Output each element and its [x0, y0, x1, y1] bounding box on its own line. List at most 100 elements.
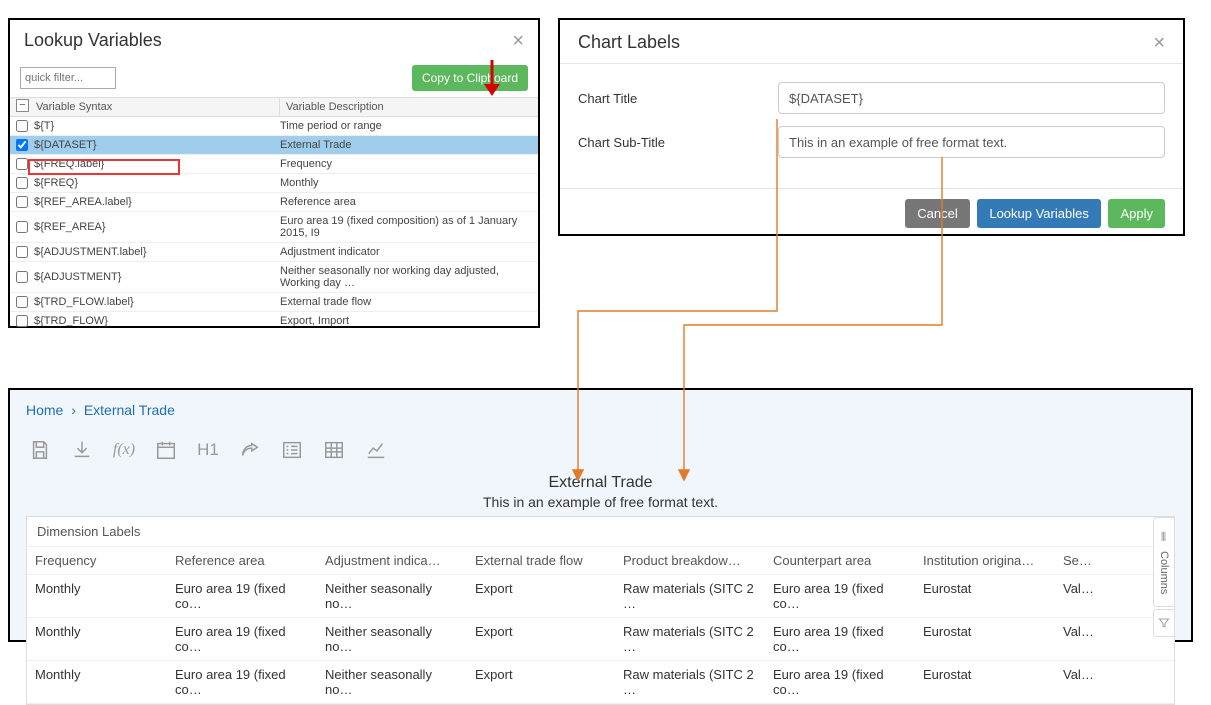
table-row[interactable]: Monthly Euro area 19 (fixed co… Neither se… — [27, 618, 1174, 661]
table-cell: Eurostat — [915, 575, 1055, 617]
variable-syntax: ${FREQ.label} — [34, 155, 280, 173]
rendered-chart-title: External Trade — [10, 474, 1191, 492]
lookup-variables-button[interactable]: Lookup Variables — [977, 199, 1101, 228]
close-icon[interactable]: × — [512, 31, 524, 51]
column-header[interactable]: Se… — [1055, 547, 1105, 574]
toolbar: f(x) H1 — [10, 422, 1191, 472]
table-row[interactable]: Monthly Euro area 19 (fixed co… Neither se… — [27, 575, 1174, 618]
variable-checkbox[interactable] — [16, 120, 28, 132]
variable-checkbox[interactable] — [16, 315, 28, 327]
chart-subtitle-input[interactable] — [778, 126, 1165, 158]
variable-syntax: ${T} — [34, 117, 280, 135]
variable-checkbox[interactable] — [16, 246, 28, 258]
variable-row[interactable]: ${FREQ}Monthly — [10, 174, 538, 193]
close-icon[interactable]: × — [1153, 33, 1165, 53]
table-cell: Monthly — [27, 661, 167, 703]
table-cell: Val… — [1055, 661, 1105, 703]
variable-row[interactable]: ${REF_AREA}Euro area 19 (fixed compositi… — [10, 212, 538, 243]
table-cell: Neither seasonally no… — [317, 661, 467, 703]
variable-row[interactable]: ${REF_AREA.label}Reference area — [10, 193, 538, 212]
variable-description: Monthly — [280, 174, 538, 192]
variable-checkbox[interactable] — [16, 271, 28, 283]
variable-checkbox[interactable] — [16, 139, 28, 151]
table-cell: Euro area 19 (fixed co… — [765, 661, 915, 703]
variable-syntax: ${ADJUSTMENT.label} — [34, 243, 280, 261]
variable-syntax: ${REF_AREA.label} — [34, 193, 280, 211]
variable-description: Frequency — [280, 155, 538, 173]
list-icon[interactable] — [278, 436, 306, 464]
column-header[interactable]: External trade flow — [467, 547, 615, 574]
copy-to-clipboard-button[interactable]: Copy to Clipboard — [412, 65, 528, 91]
column-header[interactable]: Product breakdow… — [615, 547, 765, 574]
variable-checkbox[interactable] — [16, 177, 28, 189]
table-row[interactable]: MonthlyEuro area 19 (fixed co…Neither se… — [27, 661, 1174, 704]
column-header[interactable]: Institution origina… — [915, 547, 1055, 574]
chart-icon[interactable] — [362, 436, 390, 464]
variable-syntax: ${FREQ} — [34, 174, 280, 192]
grid-icon[interactable] — [320, 436, 348, 464]
variable-syntax: ${TRD_FLOW.label} — [34, 293, 280, 311]
table-cell: Val… — [1055, 575, 1105, 617]
breadcrumb-home[interactable]: Home — [26, 402, 63, 418]
table-cell: Export — [467, 618, 615, 660]
variable-row[interactable]: ${ADJUSTMENT}Neither seasonally nor work… — [10, 262, 538, 293]
variable-row[interactable]: ${ADJUSTMENT.label}Adjustment indicator — [10, 243, 538, 262]
table-cell: Monthly — [27, 618, 167, 660]
table-cell: Neither seasonally no… — [317, 575, 467, 617]
variable-syntax: ${ADJUSTMENT} — [34, 268, 280, 286]
collapse-icon[interactable]: − — [16, 99, 29, 112]
variable-checkbox[interactable] — [16, 221, 28, 233]
cancel-button[interactable]: Cancel — [905, 199, 969, 228]
lookup-title: Lookup Variables — [24, 30, 162, 51]
fx-icon[interactable]: f(x) — [110, 436, 138, 464]
table-cell: Euro area 19 (fixed co… — [765, 618, 915, 660]
drag-handle-icon: ⦀ — [1161, 530, 1167, 545]
calendar-icon[interactable] — [152, 436, 180, 464]
quick-filter-input[interactable] — [20, 67, 116, 89]
table-cell: Neither seasonally no… — [317, 618, 467, 660]
variable-row[interactable]: ${TRD_FLOW.label}External trade flow — [10, 293, 538, 312]
column-header[interactable]: Reference area — [167, 547, 317, 574]
variable-row[interactable]: ${T}Time period or range — [10, 117, 538, 136]
variables-table-header: − Variable Syntax Variable Description — [10, 97, 538, 117]
columns-label: Columns — [1158, 551, 1170, 594]
chart-title-input[interactable] — [778, 82, 1165, 114]
apply-button[interactable]: Apply — [1108, 199, 1165, 228]
table-cell: Eurostat — [915, 618, 1055, 660]
variable-description: External Trade — [280, 136, 538, 154]
variable-description: Adjustment indicator — [280, 243, 538, 261]
column-header[interactable]: Counterpart area — [765, 547, 915, 574]
table-cell: Euro area 19 (fixed co… — [167, 661, 317, 703]
column-header[interactable]: Frequency — [27, 547, 167, 574]
table-cell: Eurostat — [915, 661, 1055, 703]
variable-description: Time period or range — [280, 117, 538, 135]
columns-side-tab[interactable]: ⦀ Columns — [1153, 517, 1175, 607]
share-icon[interactable] — [236, 436, 264, 464]
table-cell: Export — [467, 575, 615, 617]
variable-checkbox[interactable] — [16, 196, 28, 208]
chart-title-label: Chart Title — [578, 91, 778, 106]
variable-row[interactable]: ${TRD_FLOW}Export, Import — [10, 312, 538, 327]
download-icon[interactable] — [68, 436, 96, 464]
breadcrumb: Home › External Trade — [10, 390, 1191, 422]
table-cell: Val… — [1055, 618, 1105, 660]
dimension-labels-header: Dimension Labels — [27, 517, 1174, 547]
h1-icon[interactable]: H1 — [194, 436, 222, 464]
variable-checkbox[interactable] — [16, 296, 28, 308]
breadcrumb-current[interactable]: External Trade — [84, 402, 175, 418]
chart-labels-modal: Chart Labels × Chart Title Chart Sub-Tit… — [558, 18, 1185, 236]
variable-row[interactable]: ${DATASET}External Trade — [10, 136, 538, 155]
lookup-variables-modal: Lookup Variables × Copy to Clipboard − V… — [8, 18, 540, 328]
filter-side-tab[interactable] — [1153, 609, 1175, 637]
variable-checkbox[interactable] — [16, 158, 28, 170]
variable-description: Neither seasonally nor working day adjus… — [280, 262, 538, 292]
chevron-right-icon: › — [71, 402, 76, 418]
table-cell: Raw materials (SITC 2 … — [615, 618, 765, 660]
variable-row[interactable]: ${FREQ.label}Frequency — [10, 155, 538, 174]
table-cell: Euro area 19 (fixed co… — [765, 575, 915, 617]
save-icon[interactable] — [26, 436, 54, 464]
column-header[interactable]: Adjustment indica… — [317, 547, 467, 574]
table-cell: Monthly — [27, 575, 167, 617]
col-variable-syntax: Variable Syntax — [10, 98, 280, 116]
variable-description: Export, Import — [280, 312, 538, 327]
